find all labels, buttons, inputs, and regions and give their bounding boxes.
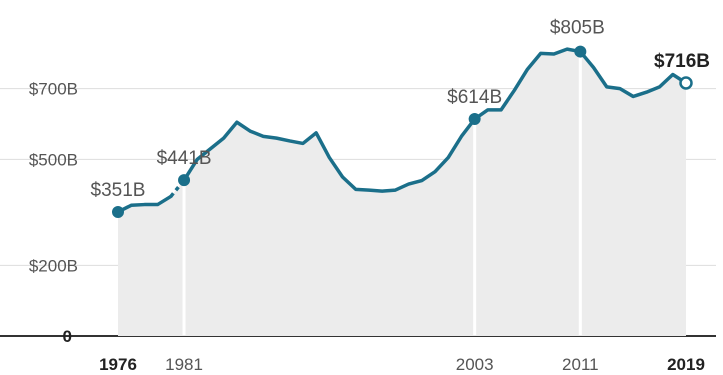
data-point-marker: [178, 174, 191, 187]
y-tick-label: $500B: [29, 150, 78, 169]
data-point-marker: [679, 76, 693, 90]
x-tick-label: 2011: [562, 355, 599, 374]
x-tick-label: 2019: [667, 355, 705, 374]
area-fill: [118, 49, 686, 337]
x-tick-labels: 1976 1981 2003 2011 2019: [99, 355, 705, 374]
y-tick-label: $700B: [29, 80, 78, 99]
series-line: [182, 47, 688, 193]
data-point-marker: [574, 45, 587, 58]
y-tick-labels: $700B $500B $200B 0: [29, 80, 78, 346]
y-tick-label: $200B: [29, 256, 78, 275]
data-label: $614B: [447, 87, 502, 108]
data-label: $716B: [654, 51, 710, 72]
y-tick-label: 0: [63, 327, 72, 346]
x-tick-label: 1981: [165, 355, 203, 374]
data-label: $351B: [91, 180, 146, 201]
area-fill-shape: [118, 49, 686, 337]
data-label: $441B: [157, 148, 212, 169]
data-labels: $351B $441B $614B $805B $716B: [91, 18, 710, 201]
series-line: [116, 194, 173, 214]
x-tick-label: 1976: [99, 355, 137, 374]
data-markers: [112, 45, 693, 218]
data-label: $805B: [550, 18, 605, 39]
x-tick-label: 2003: [456, 355, 494, 374]
year-dividers: [182, 57, 582, 335]
data-point-marker: [468, 113, 481, 126]
data-point-marker: [112, 205, 124, 218]
